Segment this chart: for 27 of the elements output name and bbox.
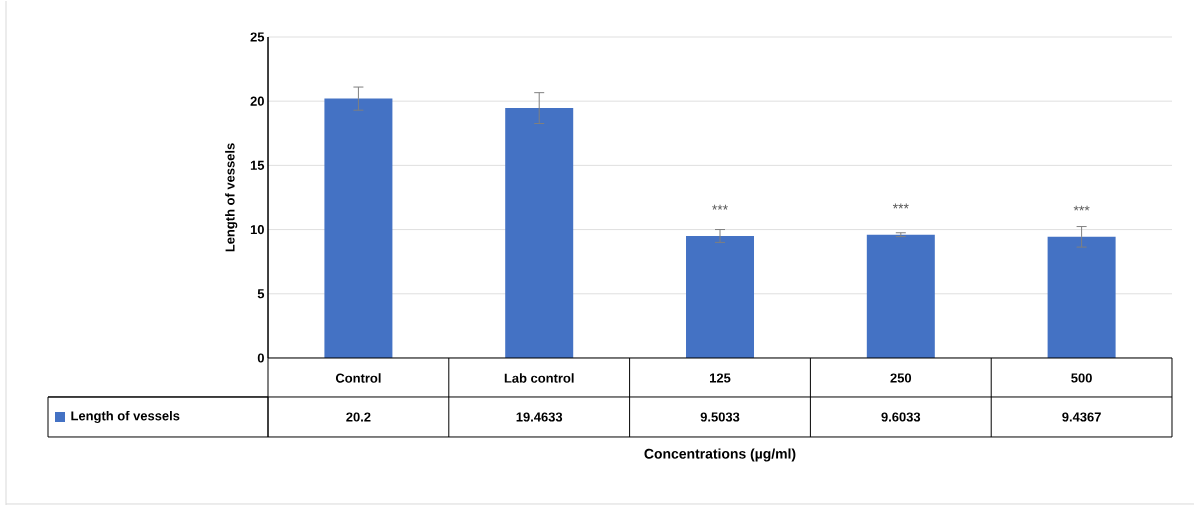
y-tick-label: 25 xyxy=(250,32,265,42)
bar xyxy=(866,234,935,358)
x-tick-label: Control xyxy=(335,373,381,383)
data-label: 9.5033 xyxy=(700,412,740,422)
x-axis-title: Concentrations (µg/ml) xyxy=(644,448,796,462)
y-tick-label: 15 xyxy=(250,160,265,170)
y-tick-label: 5 xyxy=(257,289,265,299)
annotation: *** xyxy=(712,204,728,210)
x-tick-label: 500 xyxy=(1071,373,1092,383)
x-tick-label: 125 xyxy=(710,373,731,383)
bar xyxy=(686,235,755,358)
bar xyxy=(1047,236,1116,358)
annotation: *** xyxy=(892,203,909,209)
x-tick-label: Lab control xyxy=(504,373,574,383)
y-axis-title: Length of vessels xyxy=(225,143,238,252)
data-label: 20.2 xyxy=(346,412,371,422)
data-label: 9.4367 xyxy=(1062,412,1101,422)
annotation: *** xyxy=(1073,205,1090,211)
y-tick-label: 20 xyxy=(250,96,264,106)
bar xyxy=(324,98,393,358)
legend-label: Length of vessels xyxy=(71,410,180,424)
x-tick-label: 250 xyxy=(890,373,912,383)
data-label: 19.4633 xyxy=(516,412,563,422)
bar xyxy=(505,108,574,358)
y-tick-label: 0 xyxy=(257,353,264,363)
y-tick-label: 10 xyxy=(250,225,264,235)
data-label: 9.6033 xyxy=(881,412,921,422)
